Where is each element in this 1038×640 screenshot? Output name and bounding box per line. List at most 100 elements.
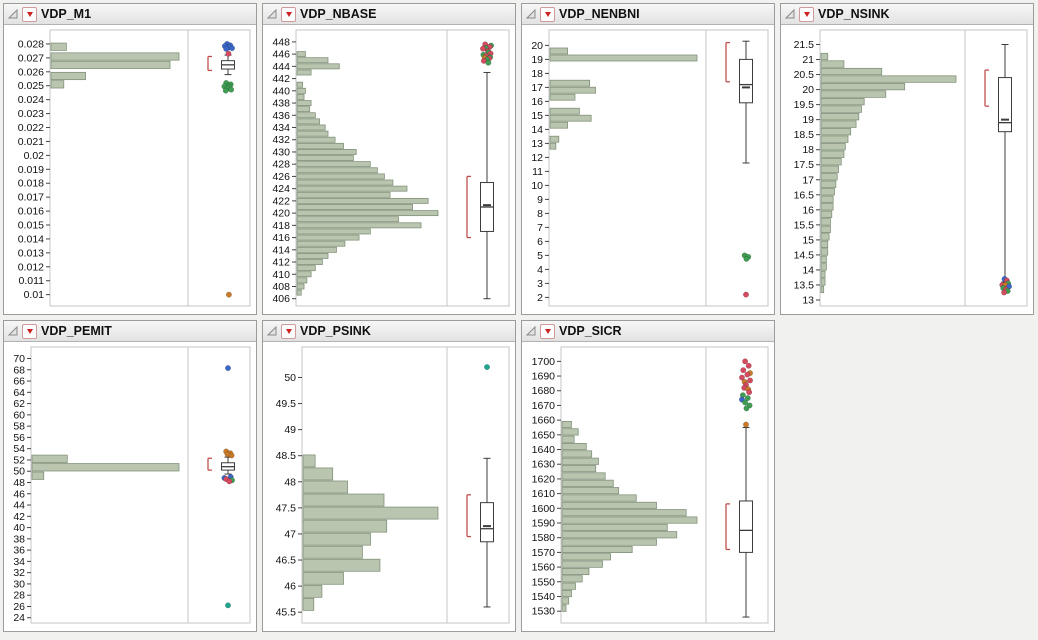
red-triangle-menu-button[interactable] — [799, 6, 814, 22]
histogram-bars[interactable] — [31, 454, 180, 480]
panel-titlebar: VDP_PSINK — [263, 321, 515, 342]
svg-text:12: 12 — [531, 152, 543, 164]
outlier-points[interactable] — [999, 276, 1013, 296]
panel-vdp_psink: VDP_PSINK 50 49.5 49 48.5 48 47.5 47 46.5 46 45.5 — [262, 320, 516, 632]
histogram-bars[interactable] — [820, 52, 957, 294]
svg-text:18: 18 — [802, 144, 814, 156]
svg-text:49: 49 — [284, 424, 296, 436]
svg-text:1570: 1570 — [532, 547, 556, 559]
outlier-points[interactable] — [221, 41, 236, 298]
disclosure-triangle-icon[interactable] — [785, 9, 795, 19]
outlier-points[interactable] — [221, 365, 236, 609]
svg-text:3: 3 — [537, 278, 543, 290]
box-plot[interactable] — [998, 44, 1012, 283]
svg-text:418: 418 — [272, 220, 290, 232]
svg-text:17.5: 17.5 — [794, 159, 815, 171]
red-triangle-icon — [544, 11, 551, 17]
svg-text:1650: 1650 — [532, 429, 556, 441]
svg-text:48: 48 — [13, 477, 25, 489]
distribution-chart[interactable]: 4484464444424404384364344324304284264244… — [265, 27, 511, 311]
outlier-points[interactable] — [484, 364, 490, 370]
svg-text:434: 434 — [272, 122, 290, 134]
svg-text:47: 47 — [284, 528, 296, 540]
outlier-points[interactable] — [741, 252, 752, 298]
histogram-bars[interactable] — [302, 454, 439, 611]
svg-text:64: 64 — [13, 387, 25, 399]
svg-text:1610: 1610 — [532, 488, 556, 500]
svg-text:0.015: 0.015 — [18, 220, 44, 232]
panel-vdp_m1: VDP_M1 0.028 0.027 0.026 0.025 0.024 0.023 0.02… — [3, 3, 257, 315]
red-triangle-icon — [285, 328, 292, 334]
svg-text:62: 62 — [13, 398, 25, 410]
svg-text:14.5: 14.5 — [794, 249, 815, 261]
svg-text:0.016: 0.016 — [18, 206, 44, 218]
svg-text:0.019: 0.019 — [18, 164, 44, 176]
box-plot[interactable] — [480, 457, 494, 608]
distribution-chart[interactable]: 0.028 0.027 0.026 0.025 0.024 0.023 0.022 0.021… — [6, 27, 252, 311]
shortest-half-bracket — [466, 494, 471, 538]
disclosure-triangle-icon[interactable] — [526, 9, 536, 19]
svg-text:1670: 1670 — [532, 400, 556, 412]
disclosure-triangle-icon[interactable] — [267, 9, 277, 19]
red-triangle-menu-button[interactable] — [281, 323, 296, 339]
svg-text:40: 40 — [13, 522, 25, 534]
distribution-chart[interactable]: 50 49.5 49 48.5 48 47.5 47 46.5 46 45.5 — [265, 344, 511, 628]
svg-text:426: 426 — [272, 171, 290, 183]
histogram-bars[interactable] — [549, 47, 698, 150]
red-triangle-icon — [26, 328, 33, 334]
outlier-points[interactable] — [739, 358, 754, 428]
svg-text:70: 70 — [13, 353, 25, 365]
shortest-half-bracket — [984, 69, 989, 107]
red-triangle-menu-button[interactable] — [22, 323, 37, 339]
svg-text:58: 58 — [13, 421, 25, 433]
svg-text:16: 16 — [531, 96, 543, 108]
distribution-chart[interactable]: 7068666462605856545250484644424038363432… — [6, 344, 252, 628]
y-axis[interactable]: 21.5 21 20.5 20 19.5 19 18.5 18 17.5 17 16.5 16 15.5… — [794, 39, 820, 306]
svg-text:47.5: 47.5 — [276, 502, 297, 514]
box-plot[interactable] — [739, 426, 753, 618]
distribution-chart[interactable]: 1700 1690 1680 1670 1660 1650 1640 1630 1620 1610… — [524, 344, 770, 628]
svg-text:48: 48 — [284, 476, 296, 488]
panel-titlebar: VDP_SICR — [522, 321, 774, 342]
svg-text:1560: 1560 — [532, 562, 556, 574]
panel-titlebar: VDP_M1 — [4, 4, 256, 25]
histogram-bars[interactable] — [296, 51, 439, 296]
distribution-chart[interactable]: 21.5 21 20.5 20 19.5 19 18.5 18 17.5 17 16.5 16 15.5… — [783, 27, 1029, 311]
svg-text:436: 436 — [272, 110, 290, 122]
svg-text:24: 24 — [13, 612, 25, 624]
svg-text:48.5: 48.5 — [276, 450, 297, 462]
svg-text:9: 9 — [537, 194, 543, 206]
svg-text:1580: 1580 — [532, 532, 556, 544]
disclosure-triangle-icon[interactable] — [526, 326, 536, 336]
svg-text:442: 442 — [272, 73, 290, 85]
svg-text:0.028: 0.028 — [18, 38, 44, 50]
box-plot[interactable] — [221, 456, 235, 475]
box-plot[interactable] — [739, 40, 753, 164]
y-axis[interactable]: 1700 1690 1680 1670 1660 1650 1640 1630 1620 1610… — [532, 356, 561, 618]
red-triangle-menu-button[interactable] — [540, 323, 555, 339]
histogram-bars[interactable] — [561, 420, 698, 612]
distribution-chart[interactable]: 20 19 18 17 16 15 14 13 12 11 10 9 8 7 6 5 4 3 2 — [524, 27, 770, 311]
outlier-points[interactable] — [480, 41, 495, 66]
disclosure-triangle-icon[interactable] — [267, 326, 277, 336]
red-triangle-menu-button[interactable] — [540, 6, 555, 22]
red-triangle-menu-button[interactable] — [22, 6, 37, 22]
disclosure-triangle-icon[interactable] — [8, 9, 18, 19]
svg-text:1660: 1660 — [532, 415, 556, 427]
histogram-bars[interactable] — [50, 42, 180, 89]
svg-text:30: 30 — [13, 578, 25, 590]
y-axis[interactable]: 0.028 0.027 0.026 0.025 0.024 0.023 0.022 0.021… — [18, 38, 50, 301]
box-plot[interactable] — [480, 71, 494, 300]
y-axis[interactable]: 50 49.5 49 48.5 48 47.5 47 46.5 46 45.5 — [276, 372, 302, 619]
svg-text:15: 15 — [531, 110, 543, 122]
svg-text:14: 14 — [802, 264, 814, 276]
disclosure-triangle-icon[interactable] — [8, 326, 18, 336]
svg-text:448: 448 — [272, 36, 290, 48]
y-axis[interactable]: 7068666462605856545250484644424038363432… — [13, 353, 31, 624]
y-axis[interactable]: 20 19 18 17 16 15 14 13 12 11 10 9 8 7 6 5 4 3 2 — [531, 40, 549, 304]
y-axis[interactable]: 4484464444424404384364344324304284264244… — [272, 36, 296, 305]
svg-text:18: 18 — [531, 68, 543, 80]
red-triangle-menu-button[interactable] — [281, 6, 296, 22]
red-triangle-icon — [285, 11, 292, 17]
